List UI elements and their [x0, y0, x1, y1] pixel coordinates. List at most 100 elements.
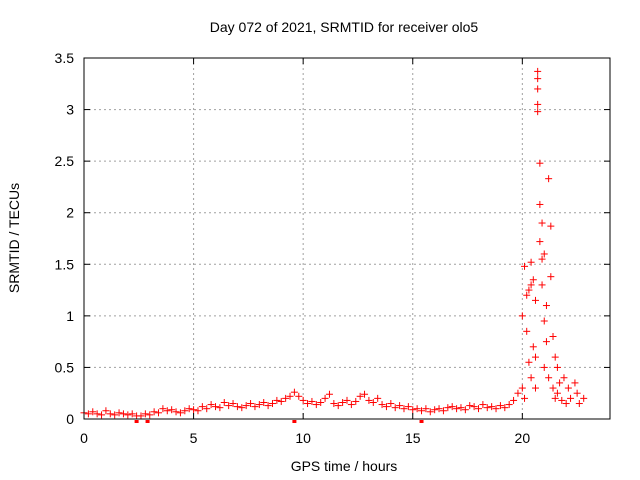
data-point	[556, 379, 564, 387]
data-point	[531, 296, 539, 304]
data-point	[523, 327, 531, 335]
data-point	[93, 410, 101, 418]
data-point	[382, 403, 390, 411]
data-point	[431, 406, 439, 414]
data-point	[163, 407, 171, 415]
data-point	[207, 401, 215, 409]
data-point	[260, 398, 268, 406]
data-point	[168, 406, 176, 414]
y-tick-label: 3.5	[55, 50, 75, 66]
data-point	[545, 374, 553, 382]
data-point	[361, 390, 369, 398]
data-points	[80, 67, 588, 423]
data-point	[356, 392, 364, 400]
data-point	[308, 397, 316, 405]
data-point	[325, 390, 333, 398]
data-point	[290, 388, 298, 396]
data-point	[496, 402, 504, 410]
data-point	[150, 408, 158, 416]
data-point	[242, 402, 250, 410]
data-point	[194, 407, 202, 415]
below-axis-marker	[419, 420, 424, 423]
data-point	[466, 402, 474, 410]
data-point	[321, 394, 329, 402]
x-tick-label: 0	[80, 430, 88, 446]
x-axis-label: GPS time / hours	[291, 458, 398, 474]
data-point	[247, 400, 255, 408]
data-point	[172, 408, 180, 416]
data-point	[567, 394, 575, 402]
data-point	[492, 405, 500, 413]
data-point	[529, 276, 537, 284]
data-point	[560, 374, 568, 382]
data-point	[457, 404, 465, 412]
data-point	[198, 403, 206, 411]
data-point	[540, 363, 548, 371]
plot-frame	[83, 57, 611, 420]
data-point	[553, 389, 561, 397]
data-point	[330, 400, 338, 408]
data-point	[549, 332, 557, 340]
data-point	[505, 401, 513, 409]
data-point	[529, 343, 537, 351]
data-point	[518, 312, 526, 320]
data-point	[534, 100, 542, 108]
data-point	[488, 403, 496, 411]
data-point	[573, 389, 581, 397]
data-point	[453, 405, 461, 413]
data-point	[396, 402, 404, 410]
data-point	[439, 407, 447, 415]
data-point	[448, 403, 456, 411]
data-point	[304, 400, 312, 408]
data-point	[176, 409, 184, 417]
data-point	[538, 281, 546, 289]
data-point	[562, 400, 570, 408]
data-point	[155, 409, 163, 417]
data-point	[369, 398, 377, 406]
y-tick-label: 1.5	[55, 256, 75, 272]
data-point	[527, 281, 535, 289]
y-axis-label: SRMTID / TECUs	[6, 183, 22, 293]
data-point	[538, 255, 546, 263]
data-point	[514, 389, 522, 397]
x-tick-label: 10	[295, 430, 311, 446]
data-point	[531, 353, 539, 361]
data-point	[251, 403, 259, 411]
data-point	[461, 406, 469, 414]
data-point	[317, 398, 325, 406]
data-point	[475, 405, 482, 413]
data-point	[98, 411, 106, 419]
y-tick-label: 3	[66, 102, 74, 118]
data-point	[238, 404, 246, 412]
data-point	[264, 402, 272, 410]
grid-lines	[84, 58, 610, 419]
y-tick-label: 2	[66, 205, 74, 221]
data-point	[521, 262, 529, 270]
data-point	[547, 222, 555, 230]
data-point	[378, 401, 386, 409]
data-point	[479, 401, 487, 409]
data-point	[124, 411, 132, 419]
y-tick-label: 1	[66, 308, 74, 324]
data-point	[553, 363, 561, 371]
data-point	[547, 273, 555, 281]
data-point	[538, 219, 546, 227]
data-point	[580, 394, 588, 402]
data-point	[255, 401, 263, 409]
data-point	[521, 394, 529, 402]
below-axis-marker	[145, 420, 150, 423]
data-point	[387, 400, 395, 408]
data-point	[137, 412, 145, 420]
data-point	[203, 405, 211, 413]
data-point	[343, 396, 351, 404]
y-axis: 0 0.5 1 1.5 2 2.5 3 3.5	[55, 50, 610, 427]
data-point	[483, 404, 491, 412]
data-point	[501, 404, 509, 412]
data-point	[435, 405, 443, 413]
data-point	[422, 405, 430, 413]
data-point	[523, 291, 531, 299]
data-point	[268, 400, 276, 408]
data-point	[286, 392, 294, 400]
data-point	[277, 397, 285, 405]
